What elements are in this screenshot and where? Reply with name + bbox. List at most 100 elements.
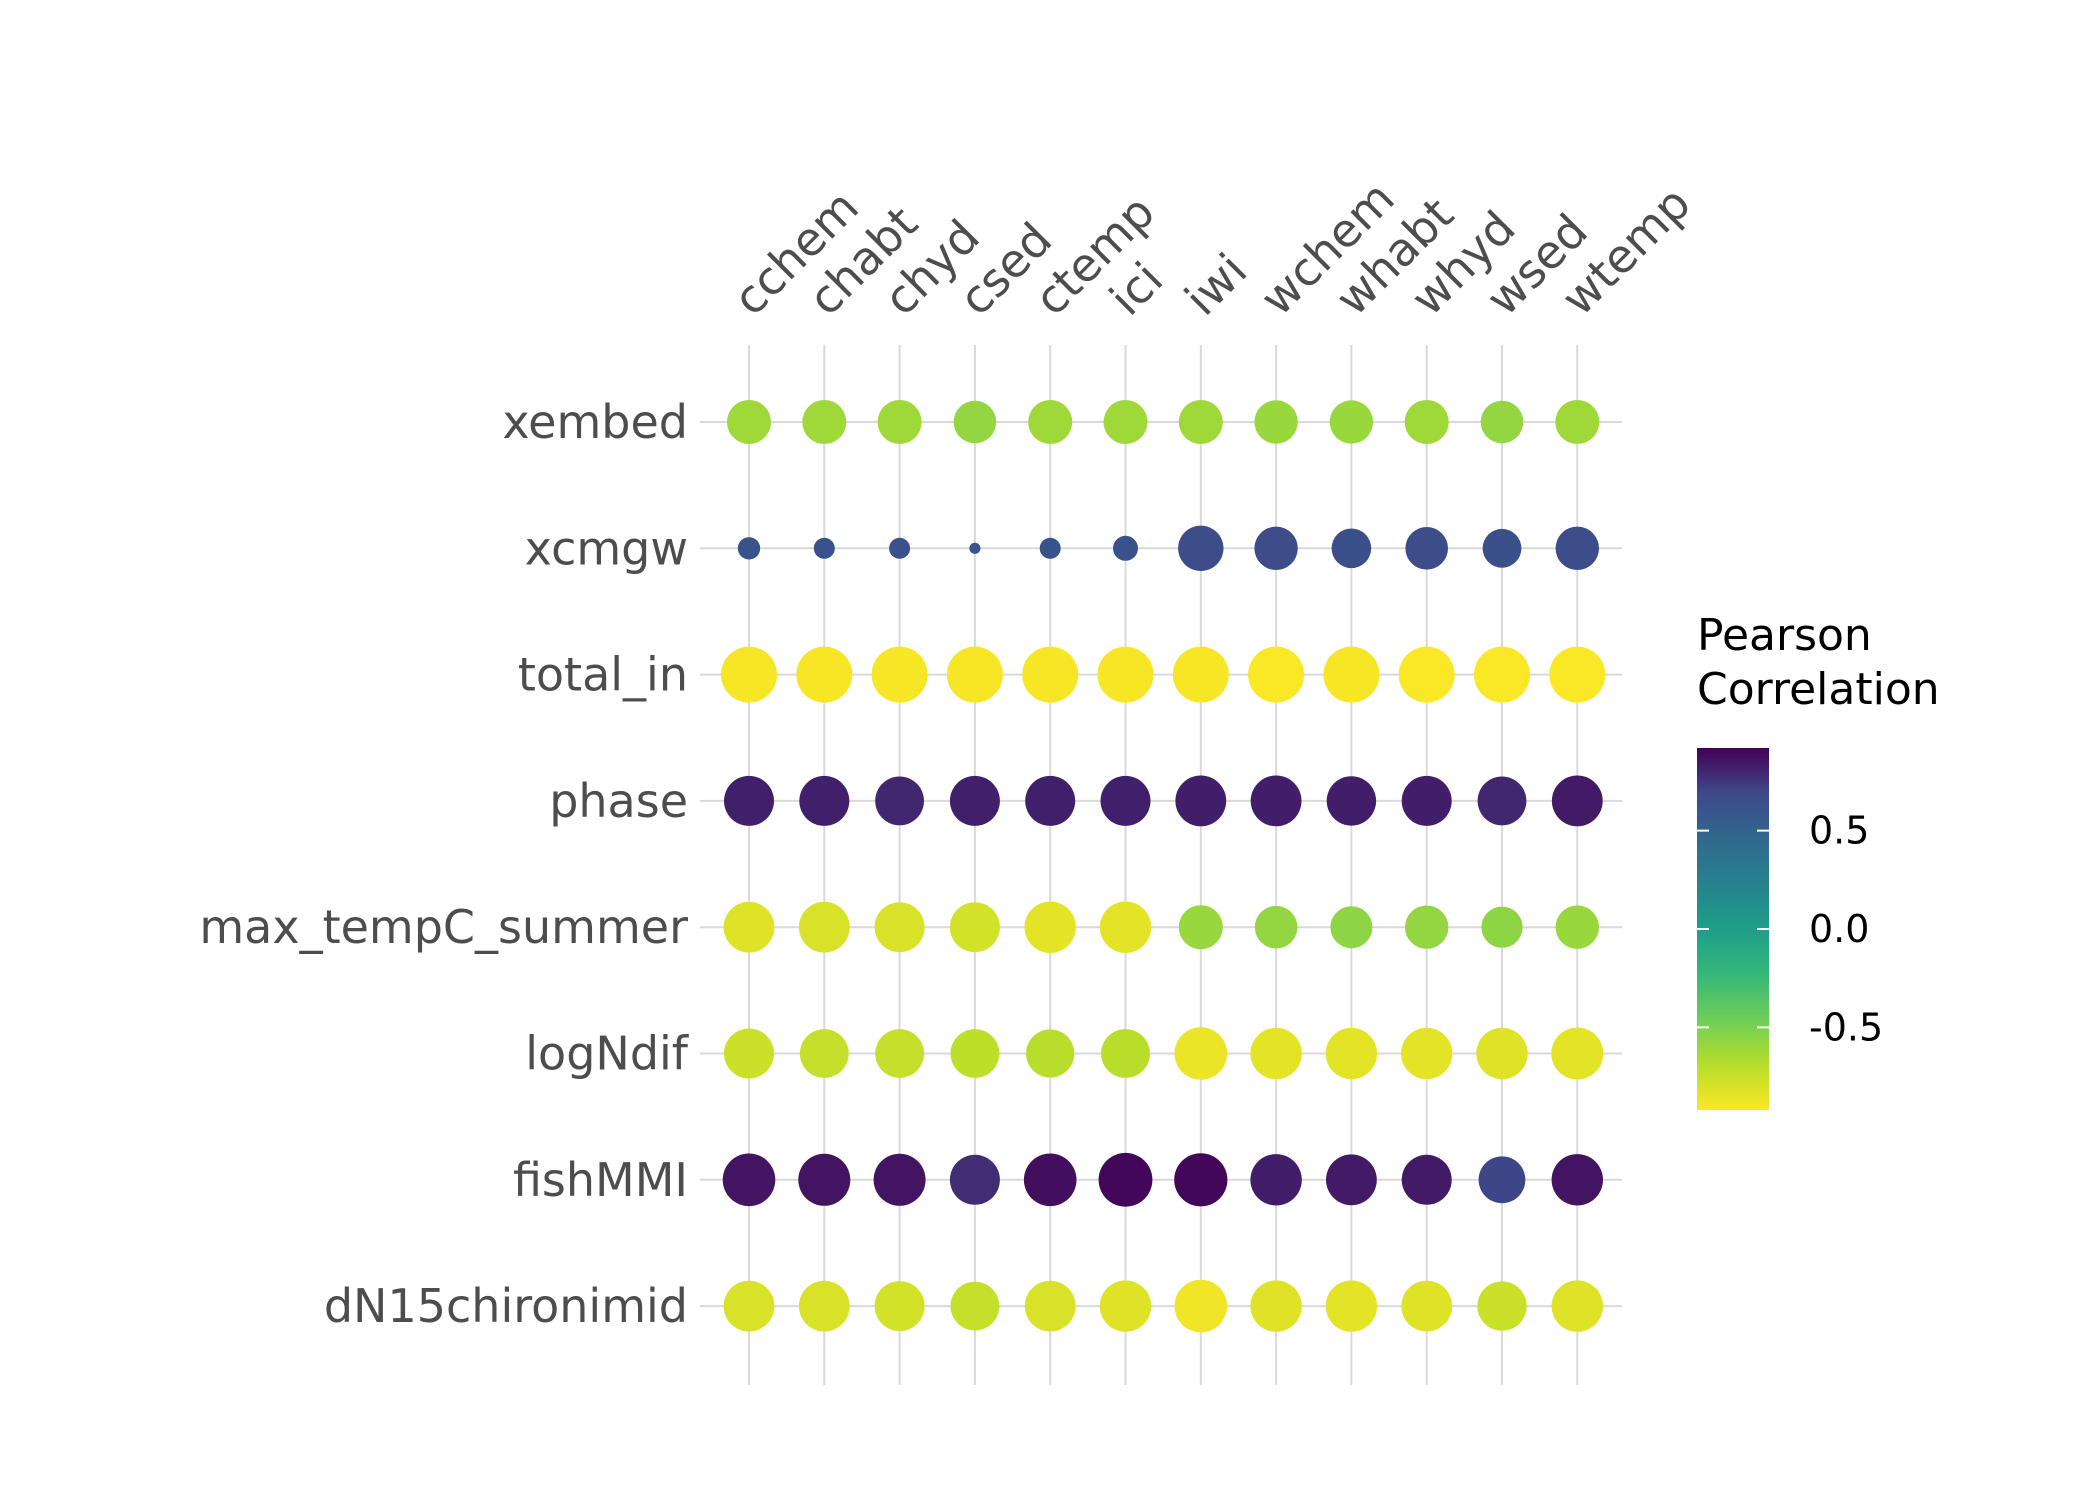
point-max_tempC_summer-csed — [949, 902, 1000, 953]
color-legend: Pearson Correlation 0.5 0.0 -0.5 — [1697, 610, 1940, 1110]
row-label-logNdif: logNdif — [525, 1027, 690, 1081]
correlation-points — [721, 400, 1606, 1333]
row-label-phase: phase — [549, 774, 688, 828]
legend-title-line-1: Pearson — [1697, 610, 1872, 661]
point-max_tempC_summer-wchem — [1254, 905, 1298, 949]
point-xcmgw-whabt — [1331, 528, 1372, 569]
point-xcmgw-csed — [969, 542, 981, 554]
point-total_in-ctemp — [1022, 646, 1079, 703]
row-label-max_tempC_summer: max_tempC_summer — [199, 900, 688, 954]
point-phase-whabt — [1326, 776, 1377, 826]
point-total_in-wchem — [1248, 646, 1305, 703]
point-total_in-wsed — [1474, 646, 1530, 703]
point-fishMMI-wsed — [1478, 1156, 1526, 1204]
point-fishMMI-chabt — [798, 1153, 851, 1206]
point-xcmgw-whyd — [1405, 527, 1448, 570]
point-phase-ici — [1100, 775, 1151, 826]
point-xembed-chabt — [802, 400, 847, 444]
point-xembed-whabt — [1329, 400, 1374, 444]
point-dN15chironimid-ctemp — [1024, 1280, 1076, 1332]
point-xembed-csed — [953, 400, 997, 444]
point-dN15chironimid-whabt — [1325, 1280, 1378, 1332]
point-max_tempC_summer-chabt — [798, 901, 850, 953]
point-phase-wsed — [1477, 776, 1527, 826]
point-fishMMI-iwi — [1174, 1153, 1228, 1207]
point-fishMMI-whabt — [1326, 1154, 1377, 1206]
point-xembed-chyd — [877, 400, 922, 444]
point-max_tempC_summer-whabt — [1330, 906, 1373, 949]
row-label-fishMMI: fishMMI — [513, 1153, 688, 1207]
point-fishMMI-wtemp — [1551, 1154, 1604, 1206]
point-logNdif-whabt — [1325, 1027, 1378, 1080]
point-xembed-wchem — [1254, 400, 1298, 444]
point-dN15chironimid-whyd — [1401, 1280, 1453, 1332]
point-max_tempC_summer-wtemp — [1555, 905, 1600, 949]
point-logNdif-wsed — [1476, 1027, 1528, 1080]
point-max_tempC_summer-chyd — [874, 902, 925, 953]
point-total_in-ici — [1097, 646, 1154, 703]
point-logNdif-wchem — [1250, 1027, 1302, 1080]
point-xcmgw-iwi — [1178, 525, 1224, 571]
point-dN15chironimid-csed — [950, 1281, 1000, 1331]
point-logNdif-iwi — [1174, 1027, 1228, 1080]
row-label-xcmgw: xcmgw — [525, 521, 688, 575]
point-xcmgw-wtemp — [1555, 526, 1600, 570]
point-max_tempC_summer-ici — [1099, 901, 1152, 953]
point-fishMMI-chyd — [873, 1153, 926, 1206]
point-xembed-wsed — [1480, 400, 1524, 444]
point-xembed-ici — [1103, 400, 1148, 444]
legend-tick-label: -0.5 — [1809, 1005, 1883, 1049]
point-total_in-chyd — [871, 646, 928, 703]
point-logNdif-ici — [1101, 1029, 1150, 1078]
point-dN15chironimid-wsed — [1477, 1281, 1527, 1331]
point-xembed-whyd — [1404, 400, 1449, 444]
point-logNdif-wtemp — [1551, 1027, 1604, 1080]
point-phase-wchem — [1250, 775, 1302, 827]
point-fishMMI-cchem — [722, 1153, 776, 1207]
point-max_tempC_summer-iwi — [1178, 905, 1223, 950]
point-phase-iwi — [1175, 775, 1227, 827]
row-label-dN15chironimid: dN15chironimid — [324, 1279, 688, 1333]
point-max_tempC_summer-ctemp — [1024, 901, 1076, 953]
point-xembed-iwi — [1178, 400, 1223, 444]
point-total_in-iwi — [1172, 646, 1229, 703]
point-fishMMI-wchem — [1250, 1154, 1302, 1206]
point-total_in-wtemp — [1549, 646, 1606, 703]
point-xembed-cchem — [727, 400, 771, 444]
point-phase-cchem — [724, 775, 774, 826]
point-total_in-cchem — [721, 646, 777, 703]
point-logNdif-csed — [950, 1029, 1000, 1078]
point-max_tempC_summer-wsed — [1481, 906, 1523, 948]
row-label-total_in: total_in — [518, 648, 688, 702]
point-logNdif-chabt — [799, 1029, 849, 1078]
legend-tick-label: 0.0 — [1809, 907, 1869, 951]
point-xcmgw-chabt — [813, 537, 835, 559]
point-total_in-whyd — [1398, 646, 1455, 703]
point-xembed-ctemp — [1028, 400, 1073, 444]
legend-tick-label: 0.5 — [1809, 809, 1869, 853]
grid-lines — [700, 345, 1622, 1385]
point-phase-ctemp — [1025, 775, 1076, 826]
point-total_in-whabt — [1323, 646, 1380, 703]
point-dN15chironimid-cchem — [723, 1280, 775, 1332]
point-fishMMI-csed — [949, 1154, 1000, 1205]
point-xcmgw-cchem — [737, 537, 761, 560]
point-xcmgw-wchem — [1254, 526, 1298, 570]
point-fishMMI-ctemp — [1023, 1153, 1077, 1207]
point-xcmgw-wsed — [1482, 528, 1522, 568]
row-label-xembed: xembed — [502, 395, 688, 449]
point-phase-csed — [949, 775, 1000, 826]
point-max_tempC_summer-whyd — [1405, 905, 1449, 949]
point-logNdif-ctemp — [1026, 1029, 1075, 1078]
column-label-iwi: iwi — [1174, 243, 1257, 326]
point-fishMMI-ici — [1098, 1152, 1153, 1207]
point-max_tempC_summer-cchem — [723, 901, 775, 953]
point-dN15chironimid-iwi — [1174, 1279, 1228, 1333]
point-logNdif-cchem — [724, 1028, 774, 1079]
point-xcmgw-chyd — [889, 537, 911, 559]
point-phase-chyd — [875, 776, 924, 826]
point-logNdif-chyd — [875, 1029, 924, 1078]
